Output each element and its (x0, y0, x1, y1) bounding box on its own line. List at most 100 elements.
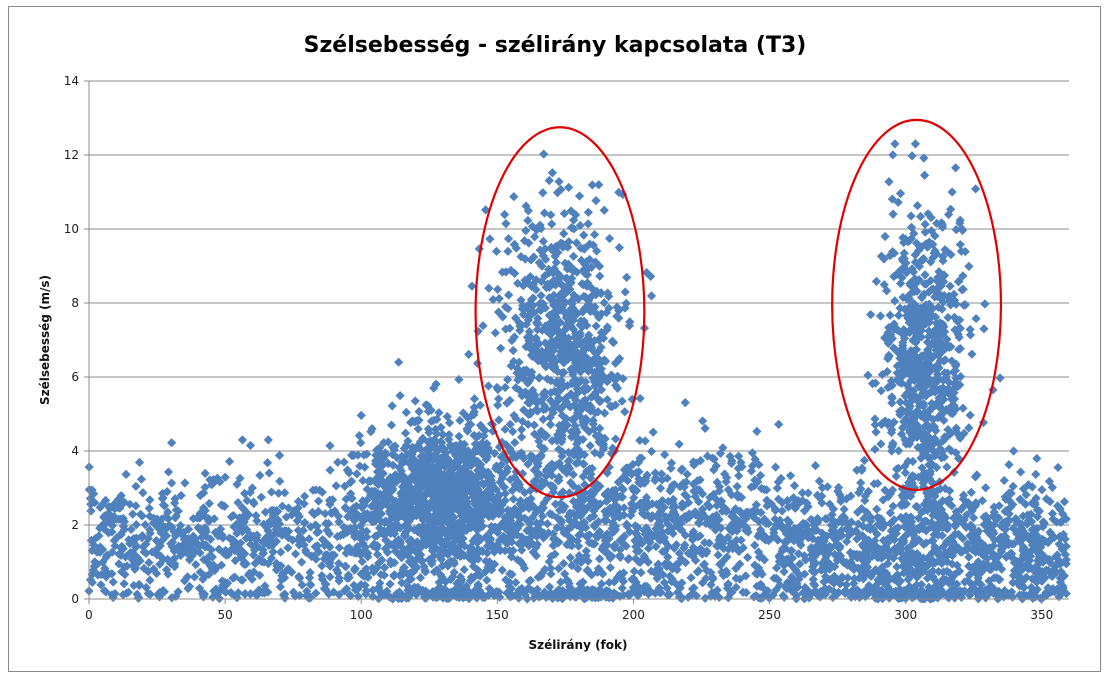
data-point (120, 569, 130, 580)
data-point (888, 501, 898, 511)
data-point (134, 580, 144, 591)
data-point (643, 589, 654, 599)
data-point (753, 531, 763, 541)
data-point (482, 439, 492, 449)
data-point (331, 481, 341, 491)
data-point (170, 498, 180, 508)
data-point (583, 585, 593, 595)
data-point (517, 320, 527, 330)
data-point (357, 500, 367, 510)
data-point (491, 246, 502, 257)
data-point (754, 516, 764, 527)
data-point (575, 354, 585, 364)
data-point (614, 503, 624, 513)
data-point (522, 535, 532, 545)
data-point (382, 586, 392, 596)
data-point (916, 579, 927, 590)
data-point (511, 414, 521, 424)
data-point (501, 575, 511, 585)
data-point (516, 295, 526, 305)
data-point (414, 407, 424, 417)
data-point (245, 529, 255, 540)
data-point (951, 507, 961, 517)
data-point (615, 550, 625, 561)
data-point (592, 246, 602, 256)
data-point (828, 504, 839, 514)
data-point (387, 481, 397, 491)
data-point (108, 577, 118, 587)
data-point (144, 503, 154, 513)
data-point (985, 530, 996, 540)
data-point (1043, 538, 1053, 548)
data-point (730, 504, 741, 514)
data-point (384, 518, 394, 528)
data-point (1000, 506, 1010, 517)
data-point (933, 556, 943, 566)
data-point (547, 309, 557, 319)
data-point (810, 461, 821, 471)
data-point (772, 483, 783, 493)
data-point (232, 593, 242, 603)
data-point (1015, 525, 1026, 535)
data-point (601, 589, 612, 599)
data-point (376, 569, 386, 580)
data-point (757, 552, 767, 562)
data-point (554, 444, 564, 454)
data-point (352, 541, 363, 552)
data-point (197, 532, 207, 542)
data-point (274, 524, 284, 534)
data-point (306, 551, 317, 562)
data-point (576, 501, 586, 512)
data-point (294, 512, 304, 522)
data-point (847, 585, 858, 596)
data-point (854, 592, 865, 602)
data-point (472, 494, 482, 505)
data-point (509, 192, 519, 202)
data-point (118, 590, 128, 600)
data-point (761, 485, 772, 495)
data-point (549, 345, 559, 355)
data-point (723, 485, 734, 495)
data-point (978, 559, 988, 569)
data-point (199, 555, 209, 565)
data-point (439, 475, 449, 486)
data-point (529, 429, 540, 439)
data-point (591, 367, 602, 377)
data-point (716, 496, 726, 506)
data-point (302, 586, 312, 596)
data-point (741, 571, 751, 581)
data-point (964, 552, 974, 562)
data-point (216, 560, 227, 570)
data-point (526, 532, 536, 542)
data-point (694, 497, 704, 507)
data-point (627, 506, 637, 516)
data-point (809, 520, 819, 530)
data-point (237, 546, 247, 556)
data-point (556, 354, 566, 365)
data-point (817, 498, 827, 508)
data-point (992, 573, 1002, 583)
data-point (483, 562, 493, 572)
data-point (131, 520, 141, 530)
data-point (553, 247, 563, 258)
data-point (494, 509, 504, 519)
data-point (507, 537, 517, 547)
data-point (876, 514, 886, 524)
data-point (407, 449, 417, 460)
data-point (249, 545, 260, 555)
data-point (607, 528, 618, 538)
data-point (768, 590, 778, 600)
data-point (713, 550, 723, 560)
data-point (467, 507, 477, 517)
data-point (288, 535, 298, 545)
data-point (390, 546, 400, 556)
data-point (575, 331, 585, 341)
data-point (711, 510, 721, 520)
data-point (255, 470, 265, 480)
data-point (656, 588, 666, 598)
data-point (406, 544, 417, 554)
data-point (538, 389, 548, 399)
data-point (657, 527, 667, 537)
data-point (547, 356, 557, 366)
data-point (728, 510, 738, 520)
